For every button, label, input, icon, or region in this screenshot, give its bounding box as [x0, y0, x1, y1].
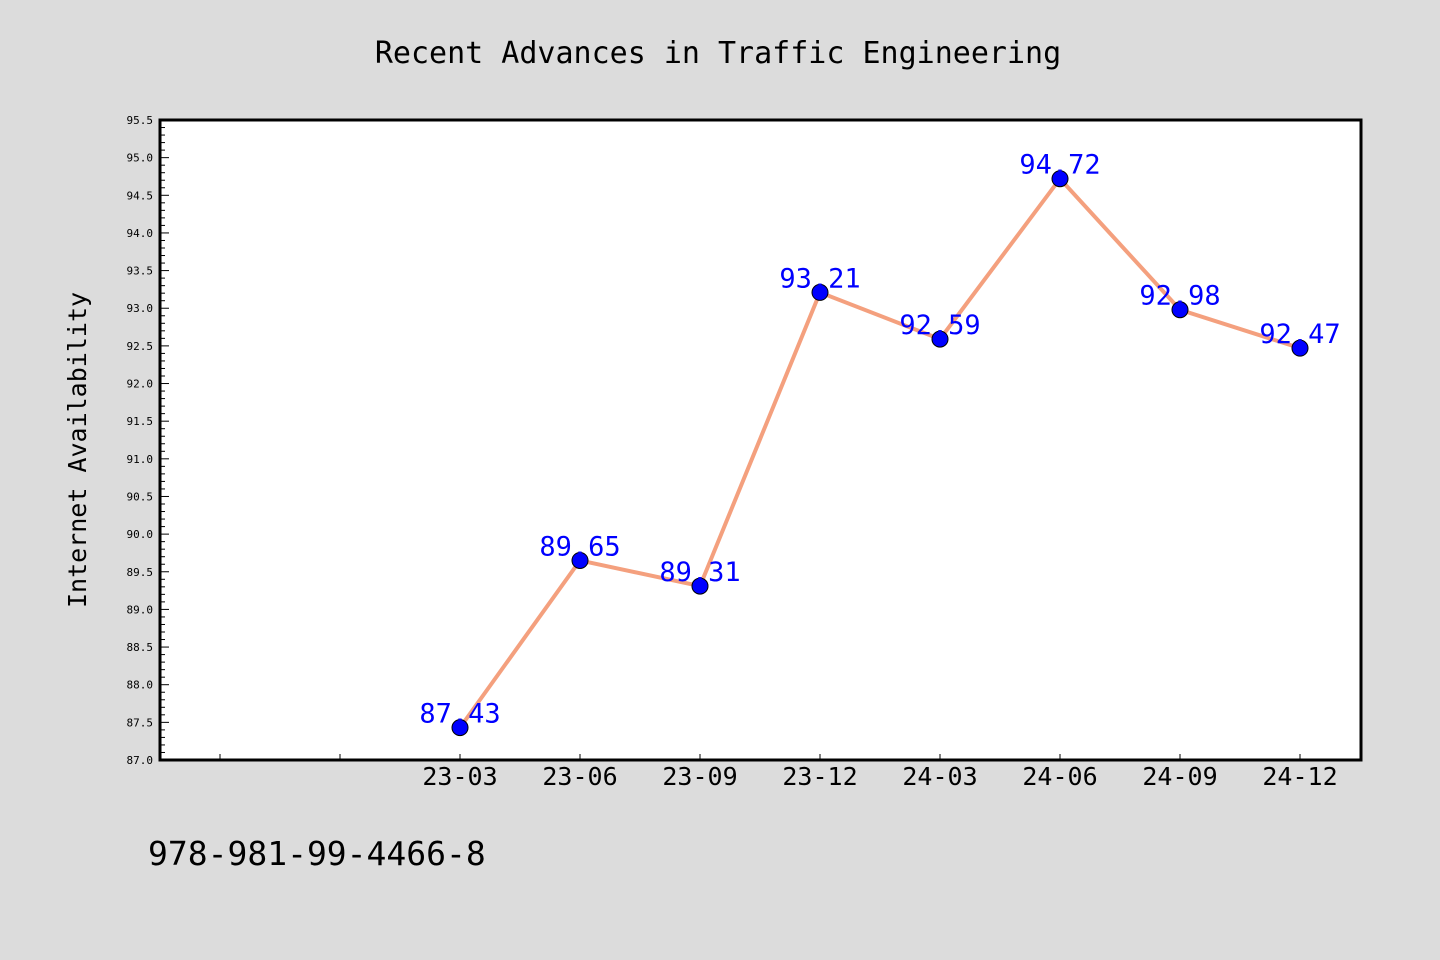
y-tick-label: 92.5 — [127, 340, 154, 353]
y-tick-label: 93.5 — [127, 265, 154, 278]
y-tick-label: 94.5 — [127, 189, 154, 202]
data-point — [451, 719, 469, 737]
series-line-group: 87.43 89.65 89.31 93.21 92.59 94.72 92.98 92.47 — [419, 150, 1341, 737]
data-label: 89.31 — [659, 557, 740, 588]
y-tick-label: 87.5 — [127, 716, 154, 729]
y-axis: 87.0 87.5 88.0 88.5 89.0 89.5 90.0 90.5 91.0 91.5… — [127, 114, 169, 767]
y-tick-label: 91.5 — [127, 415, 154, 428]
series-line — [458, 175, 1301, 729]
x-tick-label: 24-12 — [1262, 762, 1337, 791]
data-point — [931, 330, 949, 348]
y-tick-label: 89.0 — [127, 603, 154, 616]
data-point — [1051, 170, 1069, 188]
y-tick-label: 88.5 — [127, 641, 154, 654]
data-label: 89.65 — [539, 531, 620, 562]
chart-title: Recent Advances in Traffic Engineering — [375, 36, 1061, 71]
data-point — [691, 577, 709, 595]
data-point — [811, 283, 829, 301]
x-axis: 23-03 23-06 23-09 23-12 24-03 24-06 24-09 24-12 — [219, 754, 1338, 791]
y-tick-label: 91.0 — [127, 453, 154, 466]
plot-frame — [158, 118, 1363, 762]
y-tick-label: 90.5 — [127, 490, 154, 503]
data-label: 92.98 — [1139, 281, 1220, 312]
y-tick-label: 92.0 — [127, 378, 154, 391]
y-tick-label: 94.0 — [127, 227, 154, 240]
y-tick-label: 90.0 — [127, 528, 154, 541]
data-point — [1291, 339, 1309, 357]
x-tick-label: 24-09 — [1142, 762, 1217, 791]
data-label: 93.21 — [779, 263, 860, 294]
x-tick-label: 23-06 — [542, 762, 617, 791]
data-point — [571, 551, 589, 569]
y-tick-label: 93.0 — [127, 302, 154, 315]
data-label: 92.59 — [899, 310, 980, 341]
y-tick-label: 95.0 — [127, 152, 154, 165]
x-tick-label: 23-03 — [422, 762, 497, 791]
annotation-isbn: 978-981-99-4466-8 — [148, 834, 486, 873]
y-tick-label: 95.5 — [127, 114, 154, 127]
data-label: 87.43 — [419, 699, 500, 730]
data-label: 92.47 — [1259, 319, 1340, 350]
data-label: 94.72 — [1019, 150, 1100, 181]
y-tick-label: 88.0 — [127, 679, 154, 692]
y-tick-label: 87.0 — [127, 754, 154, 767]
x-tick-label: 23-09 — [662, 762, 737, 791]
x-tick-label: 23-12 — [782, 762, 857, 791]
x-tick-label: 24-06 — [1022, 762, 1097, 791]
data-point — [1171, 301, 1189, 319]
x-tick-label: 24-03 — [902, 762, 977, 791]
y-axis-label: Internet Availability — [63, 292, 92, 608]
y-tick-label: 89.5 — [127, 566, 154, 579]
